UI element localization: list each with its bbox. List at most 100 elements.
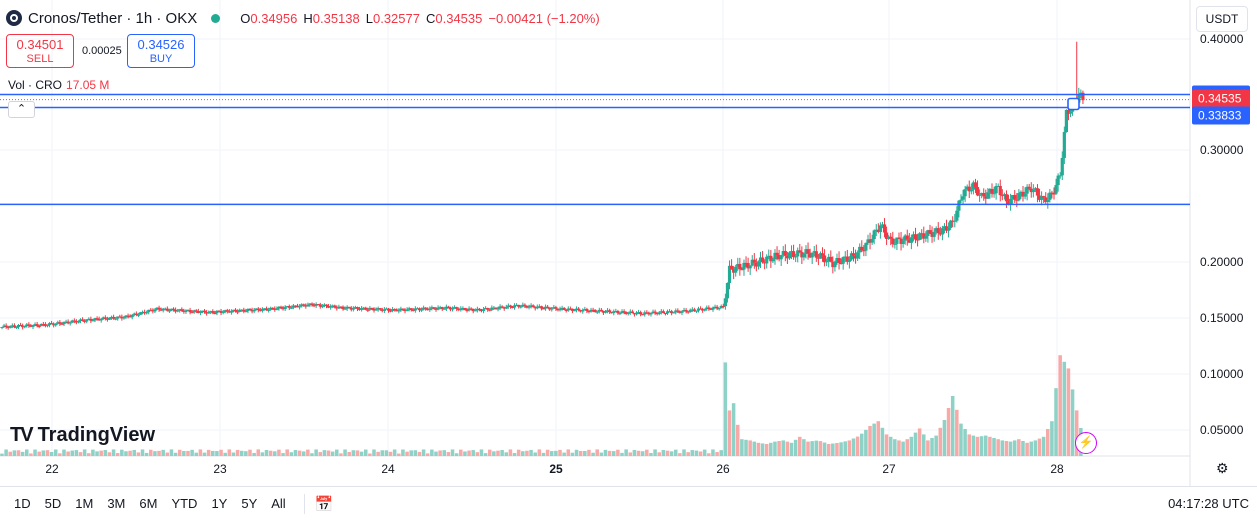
candle-body bbox=[1054, 185, 1058, 194]
candle-body bbox=[167, 310, 172, 312]
time-axis-label: 22 bbox=[45, 462, 59, 476]
candle-body bbox=[262, 308, 267, 310]
candle-body bbox=[494, 307, 498, 310]
candle-body bbox=[174, 309, 178, 312]
volume-bar bbox=[343, 449, 347, 456]
volume-bar bbox=[248, 449, 252, 456]
volume-bar bbox=[1062, 361, 1067, 456]
volume-bar bbox=[1074, 410, 1079, 456]
candle-body bbox=[1079, 92, 1083, 95]
candle-body bbox=[74, 321, 79, 323]
gear-icon[interactable]: ⚙ bbox=[1216, 460, 1229, 476]
candle-body bbox=[419, 309, 424, 311]
calendar-icon[interactable]: 📅 bbox=[314, 495, 334, 513]
currency-button[interactable]: USDT bbox=[1196, 6, 1248, 32]
candle-body bbox=[686, 311, 690, 313]
volume-bar bbox=[822, 442, 827, 456]
price-chart[interactable]: 0.40000 0.30000 0.20000 0.15000 0.10000 0.050… bbox=[0, 0, 1257, 486]
candle-body bbox=[114, 318, 118, 320]
candle-body bbox=[938, 233, 942, 235]
buy-button[interactable]: 0.34526 BUY bbox=[127, 34, 195, 68]
candle-body bbox=[1011, 195, 1015, 199]
candle-body bbox=[581, 310, 585, 312]
buy-label: BUY bbox=[149, 53, 173, 65]
volume-bar bbox=[301, 451, 306, 456]
candle-body bbox=[1039, 196, 1044, 200]
candle-body bbox=[120, 316, 124, 319]
candle-body bbox=[659, 311, 663, 313]
volume-bar bbox=[525, 450, 529, 456]
candle-body bbox=[291, 305, 296, 308]
sell-button[interactable]: 0.34501 SELL bbox=[6, 34, 74, 68]
candle-body bbox=[47, 323, 52, 326]
candle-body bbox=[89, 318, 93, 321]
volume-bar bbox=[624, 449, 628, 456]
range-5d[interactable]: 5D bbox=[44, 496, 62, 511]
volume-bar bbox=[926, 440, 930, 456]
volume-bar bbox=[153, 451, 157, 456]
candle-body bbox=[233, 309, 238, 312]
candle-body bbox=[787, 252, 792, 259]
candle-body bbox=[562, 307, 566, 311]
candle-body bbox=[839, 263, 843, 265]
volume-bar bbox=[99, 450, 103, 456]
candle-body bbox=[808, 253, 812, 258]
candle-body bbox=[746, 263, 750, 269]
candle-body bbox=[806, 249, 810, 254]
range-1m[interactable]: 1M bbox=[75, 496, 94, 511]
range-5y[interactable]: 5Y bbox=[241, 496, 258, 511]
range-3m[interactable]: 3M bbox=[107, 496, 126, 511]
range-1y[interactable]: 1Y bbox=[211, 496, 228, 511]
candle-body bbox=[62, 321, 66, 325]
candle-body bbox=[407, 308, 411, 310]
range-ytd[interactable]: YTD bbox=[171, 496, 198, 511]
candle-body bbox=[887, 236, 891, 239]
candle-body bbox=[459, 308, 463, 311]
candle-body bbox=[705, 307, 709, 310]
candle-body bbox=[124, 315, 128, 318]
volume-bar bbox=[797, 436, 802, 456]
candle-body bbox=[986, 192, 990, 199]
range-all[interactable]: All bbox=[271, 496, 286, 511]
chevron-up-icon[interactable]: ⌃ bbox=[8, 101, 35, 118]
volume-bar bbox=[707, 453, 711, 456]
volume-bar bbox=[314, 449, 318, 456]
lightning-icon[interactable]: ⚡ bbox=[1075, 432, 1097, 454]
volume-bar bbox=[570, 452, 575, 456]
ohlc-values: O0.34956 H0.35138 L0.32577 C0.34535 −0.0… bbox=[240, 11, 599, 26]
candle-body bbox=[116, 316, 120, 319]
volume-bar bbox=[632, 449, 637, 456]
symbol-title[interactable]: Cronos/Tether · 1h · OKX bbox=[28, 9, 198, 27]
candle-body bbox=[765, 256, 769, 264]
volume-bar bbox=[979, 436, 984, 456]
candle-body bbox=[641, 314, 645, 316]
candle-body bbox=[946, 227, 951, 231]
volume-bar bbox=[326, 450, 331, 456]
candle-body bbox=[198, 312, 203, 314]
volume-bar bbox=[785, 441, 790, 456]
candle-body bbox=[353, 307, 358, 309]
candle-body bbox=[360, 308, 364, 310]
range-6m[interactable]: 6M bbox=[139, 496, 158, 511]
candle-body bbox=[432, 307, 436, 309]
volume-bar bbox=[446, 452, 451, 456]
volume-bar bbox=[744, 439, 748, 456]
candle-body bbox=[339, 306, 343, 308]
volume-bar bbox=[558, 449, 562, 456]
range-1d[interactable]: 1D bbox=[14, 496, 31, 511]
spread-value: 0.00025 bbox=[82, 45, 122, 57]
volume-bar bbox=[421, 449, 426, 456]
candle-body bbox=[721, 305, 725, 307]
candle-body bbox=[758, 257, 763, 262]
candle-body bbox=[163, 308, 167, 310]
candle-body bbox=[585, 309, 589, 312]
candle-body bbox=[558, 308, 562, 311]
candle-body bbox=[566, 308, 570, 311]
volume-bar bbox=[202, 452, 207, 456]
candle-body bbox=[771, 259, 775, 262]
volume-bar bbox=[29, 453, 33, 456]
clock[interactable]: 04:17:28 UTC bbox=[1168, 496, 1249, 511]
candle-body bbox=[531, 305, 535, 308]
volume-bar bbox=[293, 450, 298, 456]
volume-bar bbox=[115, 453, 120, 456]
